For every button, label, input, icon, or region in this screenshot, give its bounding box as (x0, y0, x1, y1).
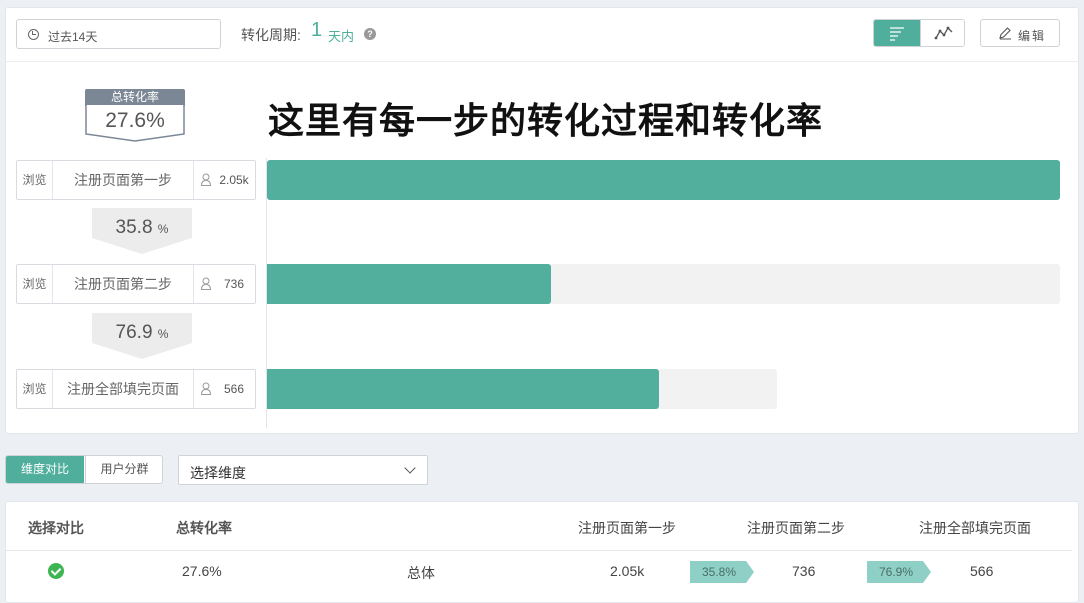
user-icon (201, 173, 211, 186)
user-icon (201, 277, 211, 290)
conversion-period-value[interactable]: 1 (311, 19, 322, 42)
row-step-3: 566 (970, 563, 993, 579)
row-step-1: 2.05k (610, 563, 644, 579)
edit-label: 编辑 (1018, 27, 1046, 44)
pencil-icon (998, 26, 1012, 40)
row-total-rate: 27.6% (182, 563, 222, 579)
funnel-toolbar: 过去14天 转化周期: 1 天内 ? (6, 8, 1078, 62)
header-total-rate: 总转化率 (176, 518, 232, 538)
funnel-bar-2[interactable] (267, 264, 551, 304)
row-rate-2: 76.9% (867, 565, 925, 579)
step-name: 注册全部填完页面 (53, 370, 193, 408)
date-range-picker[interactable]: 过去14天 (16, 19, 221, 49)
step-count-value: 736 (216, 277, 252, 291)
total-conversion-label: 总转化率 (85, 89, 185, 106)
step-count: 2.05k (193, 161, 255, 199)
step-type: 浏览 (17, 161, 53, 199)
trend-line-icon (921, 20, 965, 46)
row-rate-1: 35.8% (690, 565, 748, 579)
conversion-period-unit[interactable]: 天内 (328, 26, 354, 45)
step-count-value: 566 (216, 382, 252, 396)
row-rate-tag-1: 35.8% (690, 561, 754, 583)
compare-table: 选择对比 总转化率 注册页面第一步 注册页面第二步 注册全部填完页面 27.6%… (5, 501, 1079, 603)
row-step-2: 736 (792, 563, 815, 579)
funnel-bar-3[interactable] (267, 369, 659, 409)
step-count: 566 (193, 370, 255, 408)
dimension-select[interactable]: 选择维度 (178, 455, 428, 485)
funnel-step-1[interactable]: 浏览 注册页面第一步 2.05k (16, 160, 256, 200)
total-conversion-value: 27.6% (85, 109, 185, 133)
view-toggle (873, 19, 965, 47)
header-step-2: 注册页面第二步 (747, 518, 845, 538)
tab-dimension-compare[interactable]: 维度对比 (6, 456, 84, 483)
clock-icon (28, 29, 39, 40)
check-circle-icon[interactable] (48, 563, 64, 579)
header-select-compare: 选择对比 (28, 518, 84, 538)
funnel-bar-track-1 (267, 160, 1060, 200)
funnel-list-icon (874, 20, 920, 46)
funnel-bar-track-3 (267, 369, 777, 409)
question-circle-icon[interactable]: ? (364, 28, 376, 40)
funnel-step-3[interactable]: 浏览 注册全部填完页面 566 (16, 369, 256, 409)
row-label: 总体 (407, 563, 435, 583)
chevron-down-icon (404, 462, 415, 473)
step-rate-arrow-1: 35.8 % (92, 208, 192, 254)
step-count-value: 2.05k (216, 173, 252, 187)
conversion-period-label: 转化周期: (241, 25, 301, 45)
funnel-step-2[interactable]: 浏览 注册页面第二步 736 (16, 264, 256, 304)
header-step-3: 注册全部填完页面 (919, 518, 1031, 538)
trend-view-button[interactable] (920, 20, 965, 46)
step-type: 浏览 (17, 265, 53, 303)
step-rate-value: 35.8 % (92, 217, 192, 239)
dimension-select-value: 选择维度 (190, 463, 246, 483)
funnel-view-button[interactable] (874, 20, 920, 46)
step-name: 注册页面第一步 (53, 161, 193, 199)
compare-tabs: 维度对比 用户分群 (5, 455, 163, 484)
funnel-bar-1[interactable] (267, 160, 1060, 200)
funnel-card: 过去14天 转化周期: 1 天内 ? (5, 7, 1079, 434)
step-count: 736 (193, 265, 255, 303)
date-range-value: 过去14天 (48, 28, 97, 45)
row-rate-tag-2: 76.9% (867, 561, 931, 583)
step-rate-value: 76.9 % (92, 322, 192, 344)
step-rate-arrow-2: 76.9 % (92, 313, 192, 359)
header-step-1: 注册页面第一步 (578, 518, 676, 538)
user-icon (201, 382, 211, 395)
annotation-text: 这里有每一步的转化过程和转化率 (268, 92, 823, 144)
step-type: 浏览 (17, 370, 53, 408)
edit-button[interactable]: 编辑 (980, 19, 1060, 47)
step-name: 注册页面第二步 (53, 265, 193, 303)
total-conversion-badge: 总转化率 27.6% (85, 89, 185, 143)
header-divider (6, 550, 1072, 551)
funnel-bar-track-2 (267, 264, 1060, 304)
tab-user-segment[interactable]: 用户分群 (85, 456, 163, 483)
